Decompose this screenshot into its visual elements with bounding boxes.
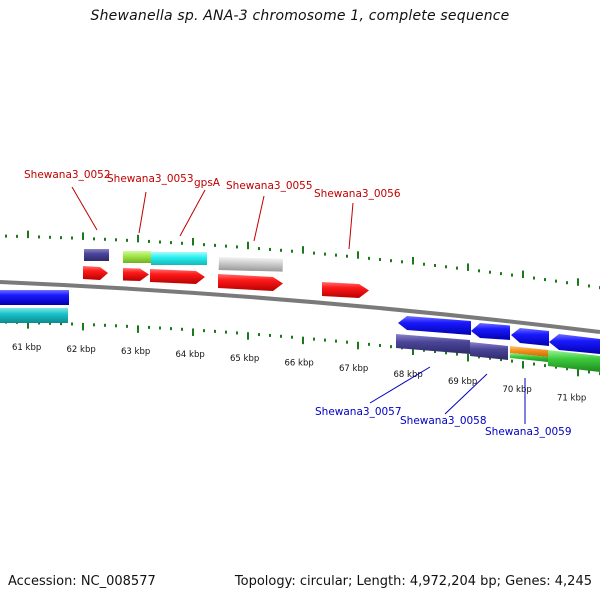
reverse-cds-row — [398, 316, 600, 354]
cds-arrow-0055[interactable] — [218, 274, 283, 291]
feature-row-top — [84, 249, 283, 272]
feature-cyan-left[interactable] — [0, 308, 68, 323]
gene-label-0053[interactable]: Shewana3_0053 — [107, 173, 194, 185]
feature-0059-orange[interactable] — [510, 346, 548, 357]
genome-summary-text: Topology: circular; Length: 4,972,204 bp… — [234, 574, 592, 589]
feature-next-green[interactable] — [548, 350, 600, 372]
cds-arrow-next[interactable] — [549, 334, 600, 354]
scale-label: 67 kbp — [339, 364, 368, 374]
scale-label: 66 kbp — [285, 359, 314, 369]
feature-row-bottom — [396, 334, 600, 372]
map-title: Shewanella sp. ANA-3 chromosome 1, compl… — [90, 8, 510, 24]
gene-label-0059[interactable]: Shewana3_0059 — [485, 426, 572, 438]
cds-arrow-gpsA[interactable] — [150, 269, 205, 284]
leader-lines — [71, 186, 526, 424]
feature-0059-green[interactable] — [510, 353, 548, 362]
gene-label-0058[interactable]: Shewana3_0058 — [400, 415, 487, 427]
leader-0058 — [444, 373, 488, 415]
leader-0055 — [253, 195, 265, 242]
feature-gpsA-gene[interactable] — [151, 252, 207, 265]
accession-text: Accession: NC_008577 — [8, 574, 156, 589]
gene-labels-top: Shewana3_0052 Shewana3_0053 gpsA Shewana… — [24, 169, 401, 200]
scale-label: 71 kbp — [557, 393, 586, 403]
cds-arrow-0052[interactable] — [83, 266, 108, 280]
gene-label-0052[interactable]: Shewana3_0052 — [24, 169, 111, 181]
scale-label: 65 kbp — [230, 354, 259, 364]
gene-labels-bottom: Shewana3_0057 Shewana3_0058 Shewana3_005… — [315, 406, 572, 438]
scale-label: 64 kbp — [176, 350, 205, 360]
cds-arrow-0057[interactable] — [398, 316, 471, 335]
scale-label: 62 kbp — [67, 345, 96, 355]
cds-arrow-0053[interactable] — [123, 268, 149, 281]
feature-0053-gene[interactable] — [123, 251, 151, 263]
gene-label-gpsA[interactable]: gpsA — [194, 177, 221, 189]
scale-label: 63 kbp — [121, 347, 150, 357]
leader-0056 — [348, 202, 354, 250]
reverse-cds-left[interactable] — [0, 290, 69, 305]
cds-arrow-0059[interactable] — [511, 328, 549, 346]
forward-cds-row — [83, 266, 369, 298]
cds-arrow-0056[interactable] — [322, 282, 369, 298]
tick-row-top — [5, 230, 600, 290]
gene-label-0055[interactable]: Shewana3_0055 — [226, 180, 313, 192]
feature-0057-gene[interactable] — [396, 334, 470, 354]
scale-label: 69 kbp — [448, 377, 477, 387]
gene-label-0056[interactable]: Shewana3_0056 — [314, 188, 401, 200]
feature-0055-gene[interactable] — [218, 257, 283, 272]
scale-label: 61 kbp — [12, 343, 41, 353]
left-edge-features — [0, 290, 69, 323]
leader-0053 — [138, 191, 147, 234]
leader-gpsA — [179, 189, 206, 237]
cds-arrow-0058[interactable] — [471, 323, 510, 340]
scale-label: 68 kbp — [394, 370, 423, 380]
feature-0052-gene[interactable] — [84, 249, 109, 261]
feature-0058-gene[interactable] — [470, 342, 508, 360]
leader-0057 — [369, 366, 431, 404]
scale-labels: 61 kbp 62 kbp 63 kbp 64 kbp 65 kbp 66 kbp 67 k… — [12, 343, 586, 403]
scale-label: 70 kbp — [503, 385, 532, 395]
genome-backbone — [0, 280, 600, 334]
leader-0052 — [71, 186, 98, 231]
gene-label-0057[interactable]: Shewana3_0057 — [315, 406, 402, 418]
